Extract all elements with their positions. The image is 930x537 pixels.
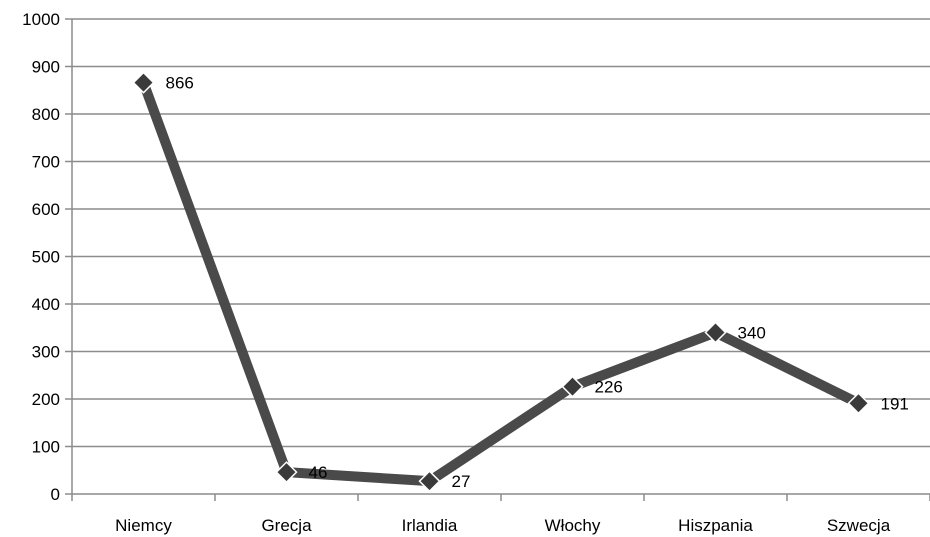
data-label: 226 bbox=[595, 378, 623, 397]
y-tick-label: 800 bbox=[32, 105, 60, 124]
y-tick-label: 700 bbox=[32, 153, 60, 172]
series-line bbox=[138, 77, 864, 487]
data-label: 866 bbox=[166, 74, 194, 93]
category-label: Grecja bbox=[261, 516, 312, 535]
series-line-path bbox=[138, 77, 864, 487]
data-point-marker bbox=[847, 392, 870, 415]
data-labels: 866 46 27 226 340 191 bbox=[166, 74, 909, 492]
category-labels: Niemcy Grecja Irlandia Włochy Hiszpania Szwec… bbox=[115, 516, 891, 535]
data-point-marker bbox=[132, 71, 155, 94]
category-label: Niemcy bbox=[115, 516, 172, 535]
y-tick-label: 900 bbox=[32, 58, 60, 77]
y-tick-label: 200 bbox=[32, 390, 60, 409]
category-label: Włochy bbox=[545, 516, 601, 535]
gridlines bbox=[65, 18, 930, 495]
data-label: 46 bbox=[309, 463, 328, 482]
y-tick-label: 0 bbox=[51, 485, 60, 504]
data-label: 27 bbox=[452, 472, 471, 491]
y-tick-label: 500 bbox=[32, 248, 60, 267]
y-tick-label: 100 bbox=[32, 438, 60, 457]
data-point-marker bbox=[561, 375, 584, 398]
series-markers bbox=[132, 71, 870, 493]
y-tick-label: 1000 bbox=[22, 10, 60, 29]
x-tick-marks bbox=[71, 494, 930, 501]
data-point-marker bbox=[704, 321, 727, 344]
category-label: Hiszpania bbox=[678, 516, 753, 535]
category-label: Irlandia bbox=[402, 516, 458, 535]
data-point-marker bbox=[275, 461, 298, 484]
y-tick-label: 300 bbox=[32, 343, 60, 362]
data-label: 340 bbox=[738, 324, 766, 343]
data-label: 191 bbox=[881, 394, 909, 413]
y-tick-label: 600 bbox=[32, 200, 60, 219]
data-point-marker bbox=[418, 470, 441, 493]
category-label: Szwecja bbox=[827, 516, 891, 535]
y-tick-labels: 0 100 200 300 400 500 600 700 800 900 1000 bbox=[22, 10, 60, 504]
y-tick-label: 400 bbox=[32, 295, 60, 314]
